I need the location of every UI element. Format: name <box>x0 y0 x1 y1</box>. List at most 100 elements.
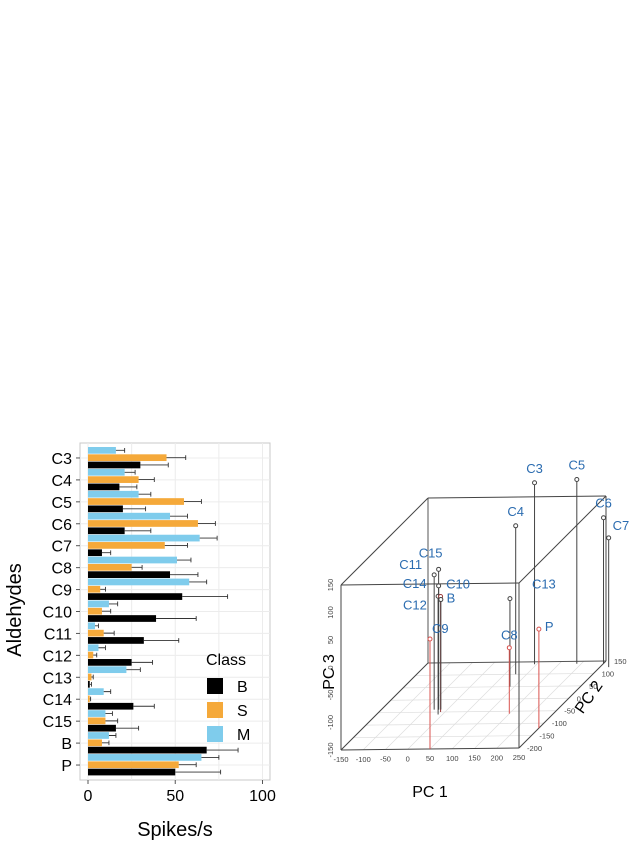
error-bar <box>119 484 138 490</box>
bar <box>88 732 109 739</box>
bar <box>88 542 165 549</box>
bar <box>88 505 123 513</box>
x-tick-label: -150 <box>333 755 348 764</box>
error-bar <box>93 652 98 658</box>
error-bar <box>101 550 112 556</box>
bar <box>88 468 125 476</box>
point-label: C12 <box>403 598 427 613</box>
error-bar <box>108 733 117 738</box>
data-point <box>532 480 538 486</box>
error-bar <box>100 586 106 592</box>
legend-label: M <box>237 727 250 744</box>
error-bar <box>175 769 222 775</box>
bar <box>88 563 132 571</box>
x-tick-label: 0 <box>406 754 410 763</box>
point-label: C13 <box>532 577 556 592</box>
x-tick-label: 50 <box>426 754 434 763</box>
data-point <box>507 596 513 602</box>
floor-gridline <box>407 662 495 750</box>
y-tick-label: C3 <box>52 451 73 468</box>
point-label: C6 <box>595 496 612 511</box>
error-bar <box>101 608 112 614</box>
error-bar <box>103 689 112 694</box>
error-bar <box>176 557 192 563</box>
x-tick-label: 200 <box>490 753 503 762</box>
bar <box>88 490 139 498</box>
y-tick-label: C13 <box>43 670 72 687</box>
y-tick-label: P <box>61 758 72 775</box>
y-tick-label: C12 <box>43 648 72 665</box>
point-label: C4 <box>507 504 524 519</box>
y-tick-label: 0 <box>577 694 581 703</box>
box-edge <box>518 495 607 584</box>
point-label: B <box>447 591 456 606</box>
x-tick-label: 100 <box>249 788 276 805</box>
error-bar <box>199 535 218 541</box>
error-bar <box>156 616 197 621</box>
error-bar <box>206 747 239 753</box>
y-tick-label: B <box>61 736 72 753</box>
x-tick-label: -100 <box>356 755 371 764</box>
bar <box>88 447 116 454</box>
error-bar <box>143 638 180 643</box>
error-bar <box>124 469 136 475</box>
bar <box>88 680 90 688</box>
legend-label: S <box>237 703 248 720</box>
error-bar <box>98 645 106 651</box>
y-tick-label: 100 <box>602 669 615 678</box>
z-tick-label: 150 <box>326 579 335 592</box>
error-bar <box>103 630 115 636</box>
error-bar <box>101 740 110 746</box>
error-bar <box>131 564 143 570</box>
floor-gridline <box>403 685 582 689</box>
y-axis-label: Aldehydes <box>4 563 26 656</box>
point-label: C15 <box>419 545 443 560</box>
legend-label: B <box>237 679 248 696</box>
bar <box>88 520 198 527</box>
bar <box>88 534 200 542</box>
floor-gridline <box>363 662 451 750</box>
bar <box>88 739 102 747</box>
floor-gridline <box>452 661 540 749</box>
z-axis-label: PC 3 <box>321 654 338 690</box>
floor-gridline <box>385 662 473 750</box>
legend-swatch <box>207 726 223 742</box>
box-edge <box>340 497 429 586</box>
bar <box>88 622 95 630</box>
bar <box>88 483 120 491</box>
error-bar <box>126 667 141 673</box>
error-bar <box>115 725 140 731</box>
x-tick-label: 150 <box>468 754 481 763</box>
floor-gridline <box>429 661 518 750</box>
bar <box>88 629 104 637</box>
y-tick-label: -150 <box>539 732 554 741</box>
point-label: C3 <box>526 461 543 476</box>
bar <box>88 461 141 469</box>
bar <box>88 498 184 505</box>
y-tick-label: C14 <box>43 692 72 709</box>
error-bar <box>170 513 188 519</box>
bar <box>88 673 92 681</box>
bar <box>88 578 190 586</box>
error-bar <box>183 499 202 504</box>
x-tick-label: -50 <box>380 755 391 764</box>
error-bar <box>164 543 188 548</box>
bar <box>88 746 207 754</box>
floor-gridline <box>365 722 544 726</box>
bar <box>88 644 99 652</box>
y-tick-label: C8 <box>52 561 73 578</box>
bar <box>88 666 127 674</box>
y-tick-label: C4 <box>52 473 73 490</box>
y-tick-label: C11 <box>44 626 72 643</box>
error-bar <box>166 455 187 461</box>
data-point <box>436 583 442 589</box>
error-bar <box>124 528 152 534</box>
z-tick-label: -100 <box>326 715 335 730</box>
bar <box>88 549 102 557</box>
bar <box>88 768 176 776</box>
x-tick-label: 250 <box>513 753 526 762</box>
error-bar <box>138 477 155 482</box>
error-bar <box>170 572 199 577</box>
error-bar <box>133 703 155 709</box>
